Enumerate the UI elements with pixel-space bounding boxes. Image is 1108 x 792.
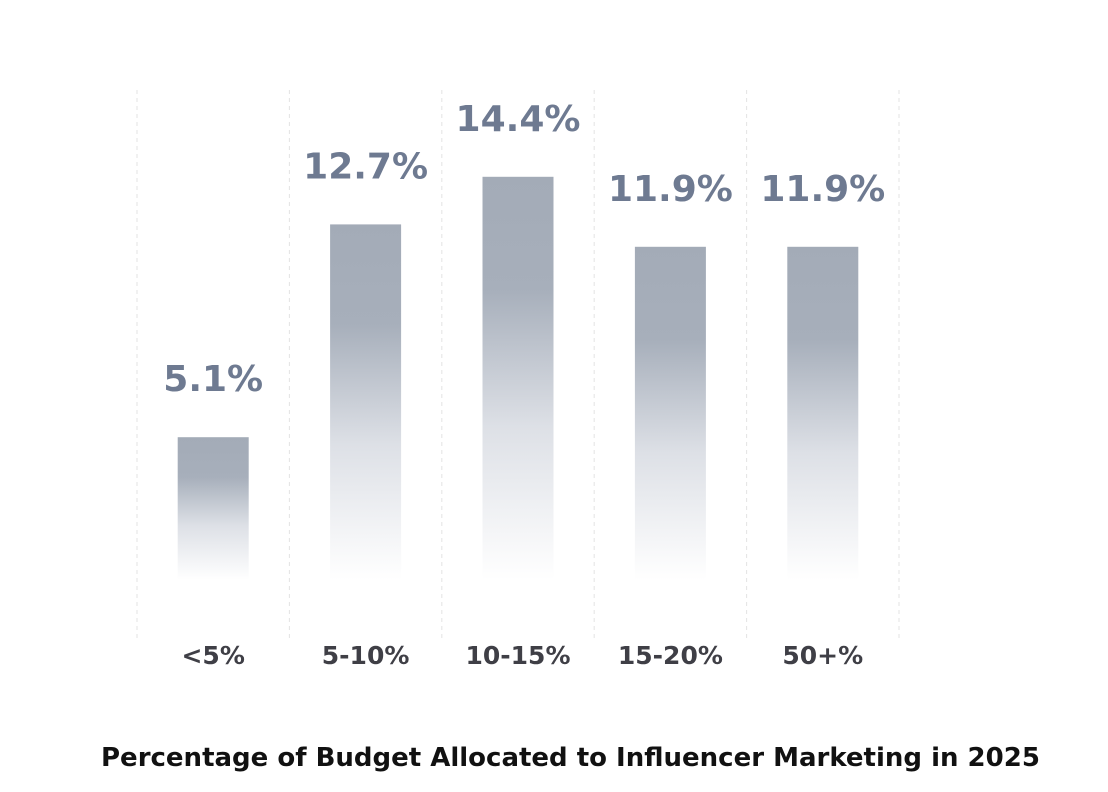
value-label-4: 11.9%: [760, 169, 885, 210]
value-label-2: 14.4%: [456, 99, 581, 140]
grid-lines: [136, 90, 900, 640]
category-tick-labels: <5% 5-10% 10-15% 15-20% 50+%: [181, 641, 863, 670]
tick-label-0: <5%: [181, 641, 244, 670]
tick-label-1: 5-10%: [322, 641, 410, 670]
value-label-0: 5.1%: [163, 359, 263, 400]
value-label-1: 12.7%: [303, 146, 428, 187]
value-label-3: 11.9%: [608, 169, 733, 210]
bar-1: [330, 224, 402, 580]
value-labels: 5.1% 12.7% 14.4% 11.9% 11.9%: [163, 99, 885, 400]
tick-label-2: 10-15%: [465, 641, 570, 670]
bar-0: [177, 437, 249, 580]
bar-3: [634, 246, 706, 581]
bars: [177, 176, 859, 581]
bar-2: [482, 176, 554, 581]
tick-label-4: 50+%: [782, 641, 863, 670]
bar-4: [787, 246, 859, 581]
chart-title: Percentage of Budget Allocated to Influe…: [101, 743, 1040, 773]
tick-label-3: 15-20%: [618, 641, 723, 670]
